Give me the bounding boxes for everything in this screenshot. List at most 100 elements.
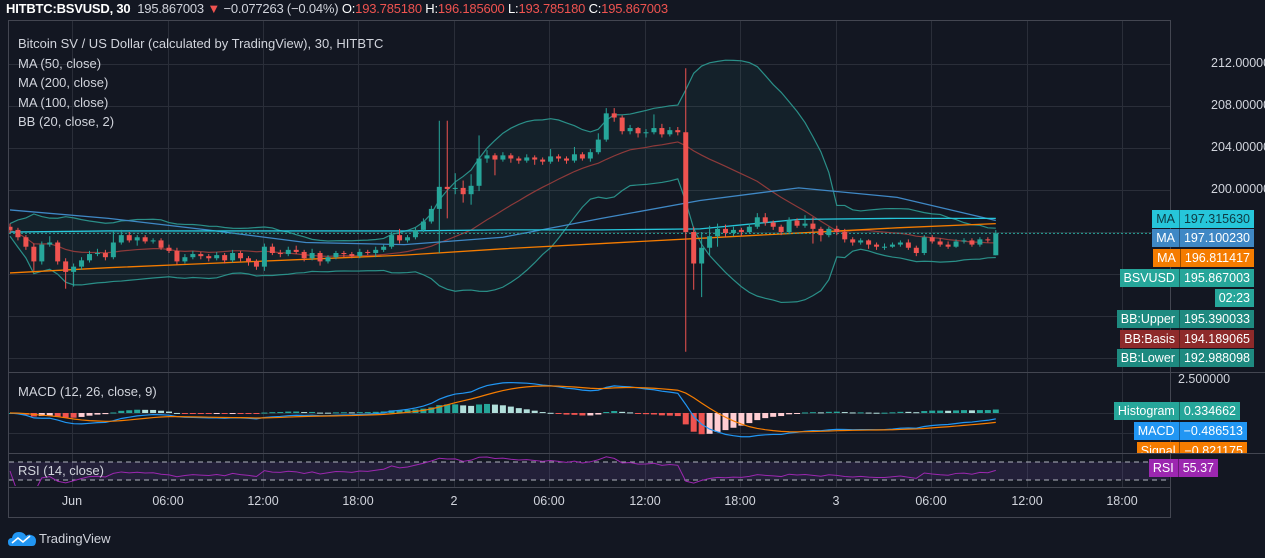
candle-body <box>627 128 633 132</box>
candle <box>341 250 347 258</box>
candle <box>492 153 498 176</box>
candle <box>730 226 736 237</box>
time-tick: 12:00 <box>247 494 279 508</box>
candle-body <box>723 228 728 234</box>
candle-body <box>166 247 172 251</box>
histogram-bar <box>937 410 944 413</box>
candle <box>269 243 275 256</box>
candle <box>373 246 379 258</box>
time-tick: Jun <box>61 494 83 508</box>
histogram-bar <box>857 412 864 414</box>
candle-body <box>818 228 824 236</box>
bb-lower-line <box>9 178 996 304</box>
histogram-bar <box>984 410 991 413</box>
candle-body <box>381 246 387 250</box>
candle-body <box>55 242 61 262</box>
candle <box>850 237 856 246</box>
candle <box>889 242 895 248</box>
candle-body <box>23 237 29 247</box>
candle-body <box>929 237 935 242</box>
label-name: MA <box>1157 251 1176 265</box>
last-price-label: BSVUSD 195.867003 <box>1119 269 1254 287</box>
histogram-bar <box>722 413 729 431</box>
label-value: 55.37 <box>1177 459 1218 477</box>
histogram-bar <box>579 413 586 416</box>
candle <box>460 180 466 203</box>
candle-body <box>110 242 116 258</box>
candle-body <box>333 253 339 258</box>
candle-body <box>349 254 355 257</box>
study-bb[interactable]: BB (20, close, 2) <box>18 114 115 129</box>
macd-title[interactable]: MACD (12, 26, close, 9) <box>18 384 157 399</box>
tradingview-logo[interactable]: TradingView <box>8 529 111 547</box>
candle <box>794 218 800 228</box>
candle-body <box>556 156 562 159</box>
candle-body <box>738 229 744 232</box>
histogram-bar <box>650 413 657 415</box>
candle-body <box>436 186 442 209</box>
candle <box>667 127 673 137</box>
candle <box>293 245 299 255</box>
candle-body <box>619 117 625 132</box>
candle <box>405 235 410 243</box>
rsi-line <box>9 456 996 486</box>
candle-body <box>691 232 697 264</box>
candle-body <box>174 250 180 262</box>
histogram-bar <box>635 413 642 414</box>
macd-pane <box>9 381 999 438</box>
candle-body <box>587 152 593 159</box>
candle <box>428 205 434 224</box>
study-ma100[interactable]: MA (100, close) <box>18 94 109 110</box>
study-ma50[interactable]: MA (50, close) <box>18 55 102 71</box>
histogram-bar <box>666 413 673 416</box>
rsi-title[interactable]: RSI (14, close) <box>18 463 104 478</box>
histogram-bar <box>889 412 896 414</box>
histogram-bar <box>515 408 522 413</box>
candle-body <box>953 241 959 247</box>
candle-body <box>452 187 458 189</box>
candle-body <box>444 186 450 189</box>
candle <box>810 217 816 244</box>
candle-body <box>31 246 37 262</box>
candle <box>55 240 61 265</box>
candle <box>253 259 259 270</box>
candle-body <box>715 228 721 237</box>
label-name: MA <box>1156 212 1175 226</box>
time-tick: 18:00 <box>724 494 756 508</box>
candle <box>468 174 474 205</box>
label-name: Signal <box>1140 444 1176 453</box>
study-ma200[interactable]: MA (200, close) <box>18 75 109 90</box>
histogram-bar <box>245 413 252 414</box>
candle-body <box>905 242 911 248</box>
histogram-bar <box>523 409 530 413</box>
candle <box>802 215 808 228</box>
candle-body <box>786 220 792 232</box>
candle <box>913 245 919 257</box>
candle <box>770 220 776 230</box>
candle-body <box>357 251 363 257</box>
histogram-bar <box>833 411 840 413</box>
candle-body <box>261 246 267 267</box>
histogram-bar <box>921 411 928 413</box>
open-value: 193.785180 <box>355 1 422 16</box>
candle-body <box>651 128 657 133</box>
candle <box>707 225 713 256</box>
candle-body <box>277 253 283 255</box>
candle-body <box>9 226 13 230</box>
candle <box>762 213 768 226</box>
candle <box>842 228 848 243</box>
histogram-bar <box>444 404 451 413</box>
candle <box>945 241 951 249</box>
symbol-name[interactable]: HITBTC:BSVUSD, 30 <box>6 1 131 16</box>
ma100-label: MA 197.315630 <box>1152 210 1254 228</box>
histogram-bar <box>237 413 244 414</box>
candle <box>738 227 744 237</box>
histogram-bar <box>118 410 125 413</box>
candle-body <box>985 239 991 241</box>
candle <box>317 250 323 266</box>
candle-body <box>643 132 649 134</box>
candle-body <box>770 222 776 227</box>
histogram-bar <box>849 412 856 414</box>
candle <box>969 238 975 247</box>
